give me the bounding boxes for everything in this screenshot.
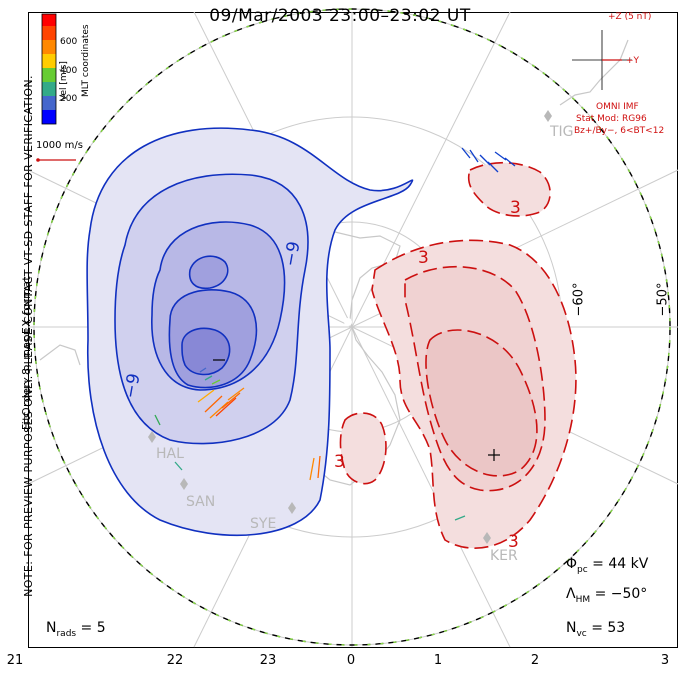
imf-clock xyxy=(572,30,632,90)
station-ker: KER xyxy=(490,548,518,564)
scale-vector-label: 1000 m/s xyxy=(36,140,83,151)
lat-label-60: −60° xyxy=(571,282,587,317)
imf-source: OMNI IMF xyxy=(596,102,639,112)
nrads-stat: Nrads = 5 xyxy=(46,620,106,639)
contour-label-neg-a: −9 xyxy=(280,239,305,269)
map-title: 09/Mar/2003 23:00–23:02 UT xyxy=(209,6,471,26)
mlt-tick-2: 2 xyxy=(530,653,540,668)
plot-frame xyxy=(28,12,678,648)
imf-y-label: +Y xyxy=(626,56,640,66)
contour-label-pos-b: 3 xyxy=(418,248,429,268)
hmb-highlight xyxy=(33,8,671,646)
contour-label-pos-a: 3 xyxy=(510,198,521,218)
colorbar-tick-200: 200 xyxy=(60,94,78,104)
fit-order-note: FitOrder: 8, mapEX format xyxy=(20,275,33,431)
velocity-vectors xyxy=(154,147,516,521)
mlt-tick-3: 3 xyxy=(660,653,670,668)
phi-pc-stat: Φpc = 44 kV xyxy=(566,556,649,575)
scale-vector-dot xyxy=(36,158,40,162)
contour-label-pos-c: 3 xyxy=(334,452,345,472)
colorbar-tick-600: 600 xyxy=(60,37,78,47)
station-sye: SYE xyxy=(250,516,277,532)
lambda-hm-stat: ΛHM = −50° xyxy=(566,586,648,605)
contour-label-neg-b: −9 xyxy=(120,371,145,401)
nvc-stat: Nvc = 53 xyxy=(566,620,626,639)
coords-label: MLT coordinates xyxy=(81,24,91,97)
mlt-tick-21: 21 xyxy=(6,653,24,668)
imf-z-label: +Z (5 nT) xyxy=(608,12,652,22)
station-san: SAN xyxy=(186,494,216,510)
mlt-tick-1: 1 xyxy=(433,653,443,668)
velocity-colorbar xyxy=(41,13,57,125)
station-hal: HAL xyxy=(156,446,184,462)
mlt-tick-22: 22 xyxy=(166,653,184,668)
radar-sites xyxy=(148,110,552,544)
imf-model: Stat Mod: RG96 xyxy=(576,114,647,124)
contour-label-pos-d: 3 xyxy=(508,532,519,552)
mlt-tick-0: 0 xyxy=(346,653,356,668)
extremum-markers xyxy=(213,359,500,461)
imf-condition: Bz+/By−, 6<BT<12 xyxy=(574,126,665,136)
station-tig: TIG xyxy=(550,124,574,140)
positive-potential-cell xyxy=(339,161,577,549)
pole-marker xyxy=(344,318,352,326)
colorbar-tick-400: 400 xyxy=(60,66,78,76)
negative-potential-cell xyxy=(86,127,414,537)
mlt-tick-23: 23 xyxy=(259,653,277,668)
lat-label-50: −50° xyxy=(655,282,671,317)
